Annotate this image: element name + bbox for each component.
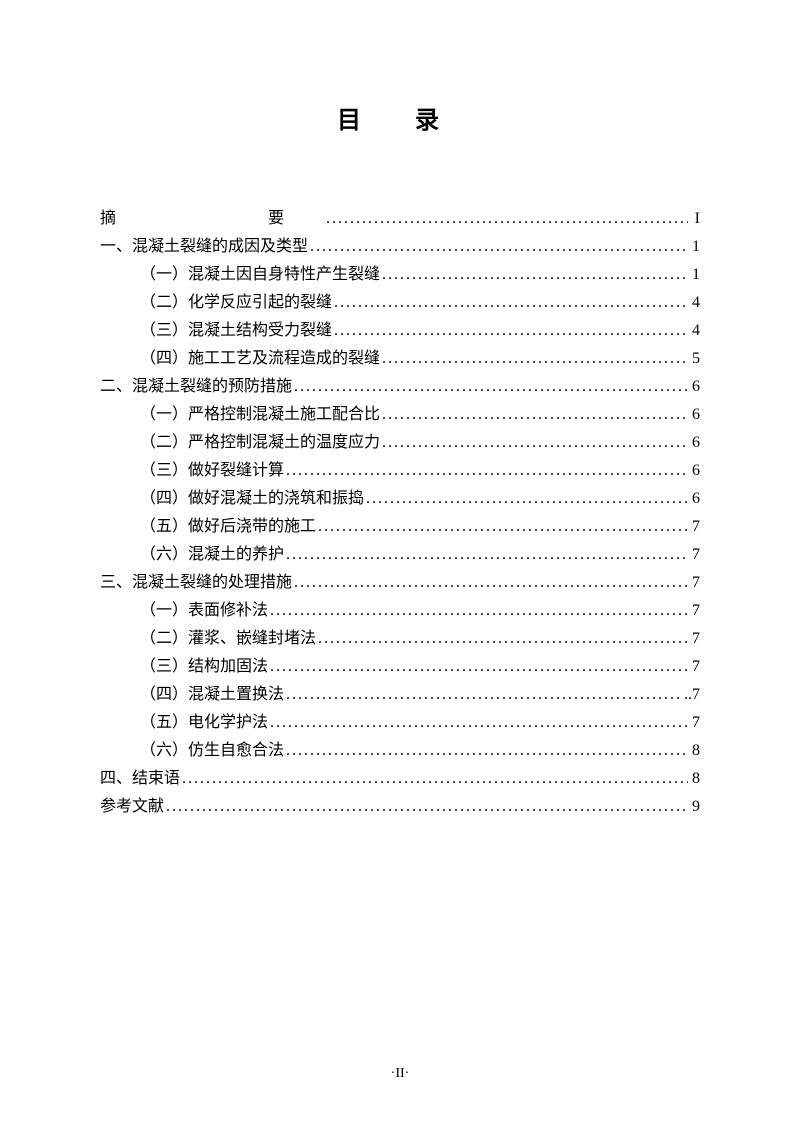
toc-entry: （二）严格控制混凝土的温度应力 6 xyxy=(100,429,700,457)
toc-entry-label: （二）化学反应引起的裂缝 xyxy=(140,289,332,317)
toc-entry: （六）混凝土的养护 7 xyxy=(100,541,700,569)
toc-entry: 参考文献 9 xyxy=(100,793,700,821)
toc-entry: （四）做好混凝土的浇筑和振捣 6 xyxy=(100,485,700,513)
toc-entry-label: 摘 要 xyxy=(100,205,324,233)
toc-entry: （二）灌浆、嵌缝封堵法 7 xyxy=(100,625,700,653)
toc-dots xyxy=(270,709,688,737)
toc-entry-label: 参考文献 xyxy=(100,793,164,821)
toc-dots xyxy=(318,513,688,541)
toc-entry-label: （二）严格控制混凝土的温度应力 xyxy=(140,429,380,457)
toc-entry-label: （三）混凝土结构受力裂缝 xyxy=(140,317,332,345)
toc-container: 摘 要I一、混凝土裂缝的成因及类型1（一）混凝土因自身特性产生裂缝1（二）化学反… xyxy=(100,205,700,821)
toc-entry-page: 1 xyxy=(690,233,700,261)
toc-dots xyxy=(166,793,688,821)
toc-entry-page: 4 xyxy=(690,317,700,345)
toc-entry-page: 8 xyxy=(690,765,700,793)
toc-entry-page: 9 xyxy=(690,793,700,821)
toc-entry: （一）表面修补法 7 xyxy=(100,597,700,625)
toc-entry: 二、混凝土裂缝的预防措施 6 xyxy=(100,373,700,401)
toc-entry: （六）仿生自愈合法 8 xyxy=(100,737,700,765)
toc-entry-label: （一）表面修补法 xyxy=(140,597,268,625)
toc-entry-page: I xyxy=(690,205,700,233)
toc-entry-page: 7 xyxy=(690,709,700,737)
toc-entry-label: （五）做好后浇带的施工 xyxy=(140,513,316,541)
toc-entry-label: （六）仿生自愈合法 xyxy=(140,737,284,765)
toc-dots xyxy=(270,653,688,681)
toc-dots xyxy=(286,541,688,569)
toc-entry-label: （一）严格控制混凝土施工配合比 xyxy=(140,401,380,429)
toc-entry-page: 7 xyxy=(690,569,700,597)
toc-entry: （一）严格控制混凝土施工配合比 6 xyxy=(100,401,700,429)
toc-entry: （一）混凝土因自身特性产生裂缝 1 xyxy=(100,261,700,289)
toc-entry-label: （三）做好裂缝计算 xyxy=(140,457,284,485)
toc-entry-page: 1 xyxy=(690,261,700,289)
toc-entry: （五）电化学护法 7 xyxy=(100,709,700,737)
toc-entry: 一、混凝土裂缝的成因及类型 1 xyxy=(100,233,700,261)
toc-entry: （二）化学反应引起的裂缝 4 xyxy=(100,289,700,317)
toc-entry: （三）结构加固法 7 xyxy=(100,653,700,681)
toc-entry: 四、结束语 8 xyxy=(100,765,700,793)
toc-dots xyxy=(382,401,688,429)
toc-entry: （五）做好后浇带的施工 7 xyxy=(100,513,700,541)
toc-dots xyxy=(286,457,688,485)
toc-entry-label: （二）灌浆、嵌缝封堵法 xyxy=(140,625,316,653)
toc-entry-page: 6 xyxy=(690,429,700,457)
toc-entry: 摘 要I xyxy=(100,205,700,233)
toc-entry-label: （四）混凝土置换法 xyxy=(140,681,284,709)
toc-entry-page: 8 xyxy=(690,737,700,765)
toc-entry-label: （三）结构加固法 xyxy=(140,653,268,681)
toc-entry: （三）混凝土结构受力裂缝 4 xyxy=(100,317,700,345)
toc-dots xyxy=(270,597,688,625)
toc-dots xyxy=(294,373,688,401)
toc-entry-page: 7 xyxy=(690,541,700,569)
toc-entry-label: 四、结束语 xyxy=(100,765,180,793)
toc-dots xyxy=(334,317,688,345)
toc-dots xyxy=(326,205,688,233)
toc-entry-page: 6 xyxy=(690,457,700,485)
toc-entry-page: 4 xyxy=(690,289,700,317)
toc-dots xyxy=(318,625,688,653)
toc-entry: （三）做好裂缝计算 6 xyxy=(100,457,700,485)
toc-entry-page: 7 xyxy=(690,625,700,653)
toc-entry-label: 二、混凝土裂缝的预防措施 xyxy=(100,373,292,401)
toc-entry-label: （一）混凝土因自身特性产生裂缝 xyxy=(140,261,380,289)
document-page: 目 录 摘 要I一、混凝土裂缝的成因及类型1（一）混凝土因自身特性产生裂缝1（二… xyxy=(0,0,800,1132)
toc-dots xyxy=(286,681,682,709)
toc-dots xyxy=(382,345,688,373)
toc-dots xyxy=(310,233,688,261)
toc-title: 目 录 xyxy=(100,100,700,135)
toc-entry-label: （四）施工工艺及流程造成的裂缝 xyxy=(140,345,380,373)
toc-entry-page: 7 xyxy=(690,513,700,541)
toc-entry: （四）施工工艺及流程造成的裂缝 5 xyxy=(100,345,700,373)
toc-entry-label: 三、混凝土裂缝的处理措施 xyxy=(100,569,292,597)
toc-dots xyxy=(182,765,688,793)
toc-dots xyxy=(294,569,688,597)
toc-entry-page: 5 xyxy=(690,345,700,373)
toc-entry-label: （四）做好混凝土的浇筑和振捣 xyxy=(140,485,364,513)
toc-entry-label: （五）电化学护法 xyxy=(140,709,268,737)
toc-dots xyxy=(334,289,688,317)
toc-entry-label: （六）混凝土的养护 xyxy=(140,541,284,569)
toc-dots xyxy=(366,485,688,513)
toc-entry-page: 7 xyxy=(690,653,700,681)
toc-dots xyxy=(286,737,688,765)
toc-entry: 三、混凝土裂缝的处理措施 7 xyxy=(100,569,700,597)
toc-entry-page: 7 xyxy=(690,597,700,625)
toc-entry-page: 6 xyxy=(690,485,700,513)
toc-entry-page: 6 xyxy=(690,373,700,401)
toc-entry-page: 6 xyxy=(690,401,700,429)
page-footer: ·II· xyxy=(0,1066,800,1082)
toc-dots xyxy=(382,261,688,289)
toc-entry-label: 一、混凝土裂缝的成因及类型 xyxy=(100,233,308,261)
toc-dots xyxy=(382,429,688,457)
toc-entry-page: ..7 xyxy=(684,681,700,709)
toc-entry: （四）混凝土置换法 ..7 xyxy=(100,681,700,709)
